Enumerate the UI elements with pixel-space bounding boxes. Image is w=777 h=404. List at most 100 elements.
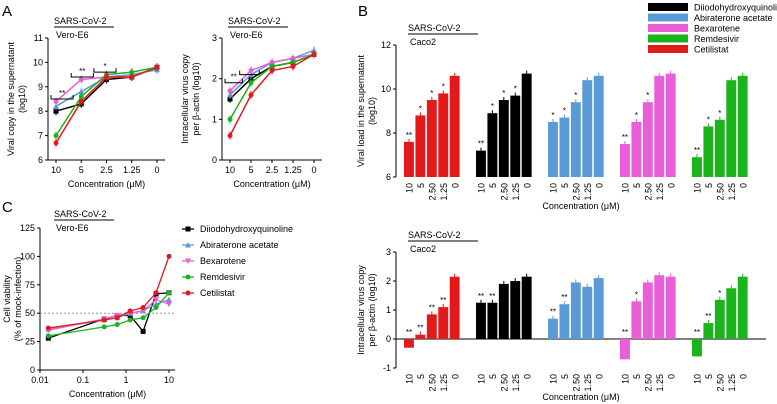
b-b2-bar-bexarotene-5 (631, 301, 642, 339)
b-b1-sig-cetilistat-1: * (419, 104, 422, 113)
b-b2-xtick-label-bexarotene-0: 0 (666, 374, 676, 379)
a-a2-point-cetilistat-1 (248, 92, 254, 98)
a-a1-point-abiraterone-acetate-1 (78, 88, 85, 95)
legend-b-label-bexarotene: Bexarotene (694, 24, 740, 34)
a-a1-cell-label: Vero-E6 (56, 30, 89, 40)
a-a1-ylabel-line2: (log10) (17, 85, 27, 113)
b-b2-bar-abiraterone-acetate-10 (548, 318, 558, 339)
b-b1-xtick-label-abiraterone-acetate-2-50: 2.50 (572, 183, 582, 201)
b-b1-sig-abiraterone-acetate-0: * (551, 111, 554, 120)
a-a1-sig-bracket-label-2: * (103, 62, 106, 71)
b-b2-bar-diiodohydroxyquinoline-10 (476, 302, 486, 339)
legend-b-label-remdesivir: Remdesivir (694, 34, 739, 44)
legend-b-label-cetilistat: Cetilistat (694, 45, 729, 55)
c-xtick-label-1: 1 (123, 375, 128, 385)
a-a2-sig-bracket-0 (224, 78, 243, 84)
b-b1-xtick-label-diiodohydroxyquinoline-0: 0 (522, 183, 532, 188)
a-a2-point-abiraterone-acetate-4 (311, 47, 317, 53)
b-b2-bar-cetilistat-1-25 (438, 307, 449, 339)
a-a2-point-bexarotene-1 (248, 68, 254, 74)
a-a2-point-bexarotene-2 (269, 59, 275, 65)
b-b2-sig-remdesivir-1: ** (705, 312, 711, 321)
b-b1-bar-abiraterone-acetate-0 (593, 75, 604, 177)
c-legend-label-abiraterone-acetate: Abiraterone acetate (200, 240, 279, 250)
c-legend-marker-cetilistat (185, 290, 191, 296)
b-b1-bar-bexarotene-10 (620, 144, 630, 177)
c-point-cetilistat-1 (101, 317, 107, 323)
b-b2-xtick-label-abiraterone-acetate-2-50: 2.50 (572, 374, 582, 392)
b-b1-xtick-label-cetilistat-5: 5 (416, 183, 426, 188)
b-b2-bar-bexarotene-1-25 (654, 275, 665, 339)
b-b2-xlabel: Concentration (μM) (542, 392, 619, 402)
a-a1-xtick-label-0: 0 (154, 165, 159, 175)
b-b1-sig-abiraterone-acetate-2: * (574, 91, 577, 100)
b-b1-sig-diiodohydroxyquinoline-0: ** (478, 140, 484, 149)
c-cell-label: Vero-E6 (56, 223, 89, 233)
b-b1-xtick-label-diiodohydroxyquinoline-2-50: 2.50 (500, 183, 510, 201)
b-b1-bar-remdesivir-2-50 (714, 119, 725, 177)
b-b2-bar-remdesivir-0 (737, 276, 748, 339)
b-b1-xtick-label-cetilistat-0: 0 (450, 183, 460, 188)
a-a2-point-bexarotene-3 (290, 55, 296, 61)
b-b1-xtick-label-remdesivir-1-25: 1.25 (727, 183, 737, 201)
b-b1-xtick-label-cetilistat-2-50: 2.50 (428, 183, 438, 201)
c-point-remdesivir-4 (140, 315, 146, 321)
c-xtick-label-10: 10 (164, 375, 174, 385)
a-a1-ytick-label-9: 9 (38, 82, 43, 92)
a-a2-point-cetilistat-3 (290, 63, 296, 69)
b-b2-xtick-label-remdesivir-10: 10 (693, 374, 703, 384)
b-b2-bar-bexarotene-10 (620, 339, 630, 360)
c-point-cetilistat-5 (153, 290, 159, 296)
b-b1-sig-bexarotene-1: * (635, 111, 638, 120)
c-point-remdesivir-3 (127, 317, 133, 323)
c-point-remdesivir-0 (45, 333, 51, 339)
b-b1-bar-diiodohydroxyquinoline-0 (521, 73, 532, 177)
b-b1-xtick-label-abiraterone-acetate-10: 10 (549, 183, 559, 193)
b-b1-bar-bexarotene-1-25 (654, 75, 665, 177)
b-b2-bar-abiraterone-acetate-2-50 (570, 282, 581, 339)
b-b2-xtick-label-bexarotene-2-50: 2.50 (644, 374, 654, 392)
b-b2-bar-diiodohydroxyquinoline-0 (521, 276, 532, 339)
a-a2-sig-bracket-1 (239, 70, 260, 76)
a-a1-xtick-label-1-25: 1.25 (123, 165, 141, 175)
a-a1-sig-bracket-2 (93, 68, 117, 73)
b-b1-bar-remdesivir-10 (692, 157, 702, 177)
c-point-cetilistat-2 (114, 315, 120, 321)
b-b2-xtick-label-diiodohydroxyquinoline-2-50: 2.50 (500, 374, 510, 392)
c-point-diiodohydroxyquinoline-4 (140, 328, 146, 334)
a-a1-sig-bracket-0 (50, 95, 74, 100)
b-b1-bar-remdesivir-0 (737, 75, 748, 177)
a-a2-point-bexarotene-0 (227, 88, 233, 94)
c-point-remdesivir-5 (153, 305, 159, 311)
b-b2-sig-bexarotene-0: ** (622, 328, 628, 337)
b-b1-bar-abiraterone-acetate-2-50 (570, 102, 581, 177)
a-a2-xtick-label-5: 5 (248, 165, 253, 175)
b-b2-xtick-label-abiraterone-acetate-10: 10 (549, 374, 559, 384)
b-b1-sig-cetilistat-2: * (430, 89, 433, 98)
b-b2-bar-cetilistat-5 (415, 334, 426, 339)
a-a1-ytick-label-8: 8 (38, 106, 43, 116)
c-point-cetilistat-3 (127, 308, 133, 314)
c-point-abiraterone-acetate-6 (166, 296, 172, 303)
a-a1-xlabel: Concentration (μM) (68, 179, 145, 189)
a-a2-xtick-label-2-5: 2.5 (266, 165, 279, 175)
c-legend-marker-bexarotene (185, 258, 191, 264)
b-b1-ytick-label-6: 6 (386, 172, 391, 182)
b-b2-xtick-label-bexarotene-5: 5 (632, 374, 642, 379)
b-b1-xtick-label-abiraterone-acetate-0: 0 (594, 183, 604, 188)
chart-c-cell-viability: 0 25 50 75 100 125 0.01 0.1 1 10 Concentration (μM… (2, 209, 293, 399)
c-point-remdesivir-1 (101, 324, 107, 330)
b-b2-sig-remdesivir-2: * (718, 289, 721, 298)
c-xtick-label-0-01: 0.01 (31, 375, 49, 385)
b-b1-xtick-label-diiodohydroxyquinoline-10: 10 (477, 183, 487, 193)
c-point-cetilistat-6 (166, 253, 172, 259)
legend-b-swatch-remdesivir (648, 34, 688, 43)
b-b2-sig-abiraterone-acetate-0: ** (550, 308, 556, 317)
a-a2-ylabel-line1: Intracellular virus copy (180, 54, 190, 144)
b-b1-bar-diiodohydroxyquinoline-10 (476, 150, 486, 177)
b-b1-bar-abiraterone-acetate-10 (548, 122, 558, 177)
b-b1-xtick-label-remdesivir-5: 5 (704, 183, 714, 188)
b-b1-xtick-label-remdesivir-10: 10 (693, 183, 703, 193)
